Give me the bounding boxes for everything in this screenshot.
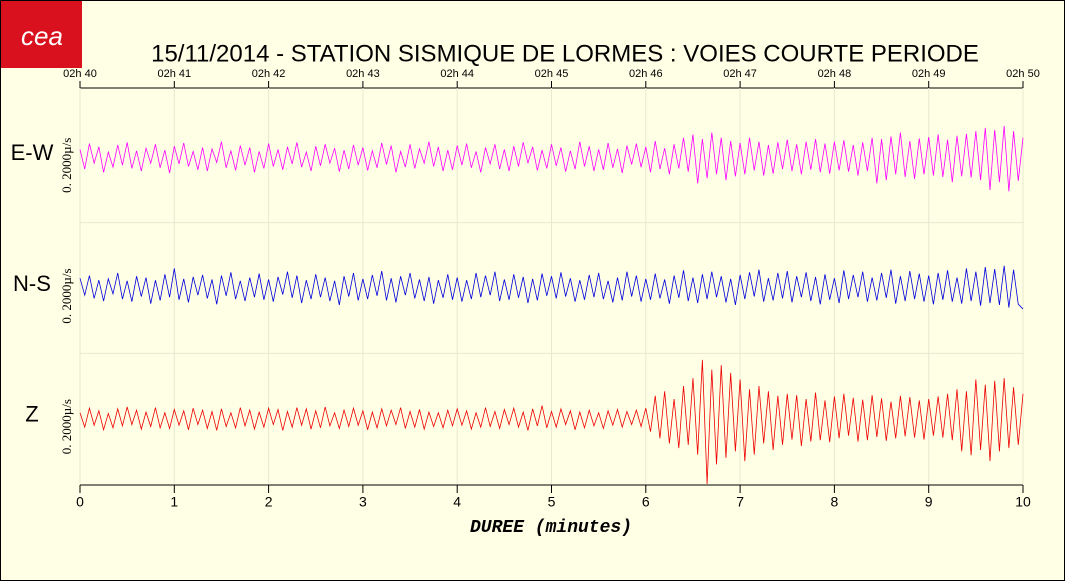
series-label: E-W bbox=[11, 140, 54, 165]
trace bbox=[79, 125, 1024, 192]
top-tick-label: 02h 50 bbox=[1006, 68, 1040, 80]
top-tick-label: 02h 41 bbox=[157, 68, 191, 80]
x-tick-label: 1 bbox=[170, 494, 178, 510]
scale-label: 0. 2000µ/s bbox=[59, 138, 74, 193]
x-tick-label: 7 bbox=[736, 494, 744, 510]
top-tick-label: 02h 49 bbox=[912, 68, 946, 80]
x-tick-label: 4 bbox=[453, 494, 461, 510]
scale-label: 0. 2000µ/s bbox=[59, 268, 74, 323]
x-tick-label: 9 bbox=[925, 494, 933, 510]
x-tick-label: 3 bbox=[359, 494, 367, 510]
top-tick-label: 02h 43 bbox=[346, 68, 380, 80]
x-axis-title: DUREE (minutes) bbox=[470, 518, 632, 538]
logo-text: cea bbox=[21, 21, 63, 51]
top-tick-label: 02h 42 bbox=[252, 68, 286, 80]
trace bbox=[79, 359, 1024, 485]
top-tick-label: 02h 46 bbox=[629, 68, 663, 80]
x-tick-label: 6 bbox=[642, 494, 650, 510]
trace bbox=[79, 265, 1024, 310]
x-tick-label: 0 bbox=[76, 494, 84, 510]
x-tick-label: 8 bbox=[831, 494, 839, 510]
scale-label: 0. 2000µ/s bbox=[59, 399, 74, 454]
series-label: Z bbox=[25, 401, 38, 426]
x-tick-label: 10 bbox=[1015, 494, 1031, 510]
top-tick-label: 02h 48 bbox=[818, 68, 852, 80]
logo-box bbox=[1, 1, 82, 68]
x-tick-label: 2 bbox=[265, 494, 273, 510]
x-tick-label: 5 bbox=[548, 494, 556, 510]
chart-title: 15/11/2014 - STATION SISMIQUE DE LORMES … bbox=[151, 40, 979, 67]
series-label: N-S bbox=[13, 271, 51, 296]
top-tick-label: 02h 45 bbox=[535, 68, 569, 80]
top-tick-label: 02h 44 bbox=[440, 68, 474, 80]
top-tick-label: 02h 40 bbox=[63, 68, 97, 80]
top-tick-label: 02h 47 bbox=[723, 68, 757, 80]
